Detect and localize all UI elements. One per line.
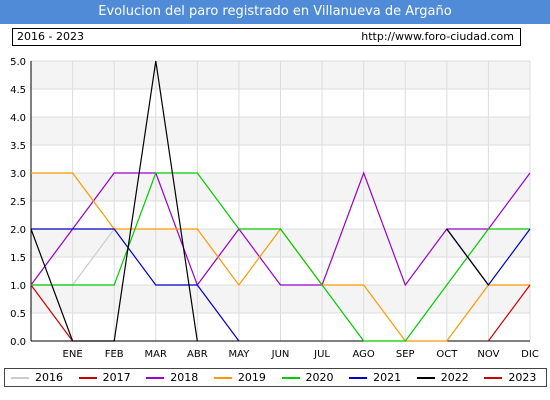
legend-label: 2016 <box>35 371 63 384</box>
legend-label: 2022 <box>440 371 469 384</box>
legend-swatch <box>11 377 29 379</box>
series-line-2022 <box>30 60 489 342</box>
x-tick-label: ABR <box>187 349 208 360</box>
x-tick-label: OCT <box>436 349 458 360</box>
legend-swatch <box>416 377 435 379</box>
legend-swatch <box>349 377 368 379</box>
legend-swatch <box>213 377 232 379</box>
series-line-2020 <box>31 172 530 342</box>
series-line-2023 <box>487 284 531 342</box>
legend-label: 2018 <box>170 371 199 384</box>
y-tick-label: 1.5 <box>10 253 26 264</box>
legend-item-2017: 2017 <box>73 369 141 386</box>
legend-item-2019: 2019 <box>208 369 276 386</box>
y-tick-label: 3.0 <box>10 169 26 180</box>
series-line-2017 <box>30 284 74 342</box>
legend-item-2020: 2020 <box>276 369 344 386</box>
x-tick-label: MAY <box>229 349 251 360</box>
y-tick-label: 4.5 <box>10 85 26 96</box>
x-tick-label: SEP <box>396 349 415 360</box>
legend-label: 2020 <box>305 371 334 384</box>
y-tick-label: 5.0 <box>10 57 26 68</box>
legend-label: 2017 <box>102 371 131 384</box>
legend-item-2018: 2018 <box>140 369 208 386</box>
legend-item-2023: 2023 <box>478 369 546 386</box>
legend-label: 2019 <box>237 371 266 384</box>
legend-swatch <box>146 377 165 379</box>
legend-swatch <box>78 377 97 379</box>
x-tick-label: JUN <box>271 349 290 360</box>
legend: 2016 2017 2018 2019 2020 2021 2022 2023 <box>4 368 547 387</box>
legend-item-2021: 2021 <box>343 369 411 386</box>
x-tick-label: ENE <box>63 349 83 360</box>
y-tick-label: 0.0 <box>10 337 26 348</box>
y-tick-label: 1.0 <box>10 281 26 292</box>
y-tick-label: 2.5 <box>10 197 26 208</box>
legend-item-2016: 2016 <box>5 369 73 386</box>
y-tick-label: 4.0 <box>10 113 26 124</box>
info-box: 2016 - 2023 http://www.foro-ciudad.com <box>12 28 521 46</box>
source-url: http://www.foro-ciudad.com <box>361 30 514 43</box>
legend-swatch <box>281 377 300 379</box>
x-tick-label: AGO <box>353 349 375 360</box>
legend-label: 2021 <box>373 371 402 384</box>
y-tick-label: 2.0 <box>10 225 26 236</box>
legend-label: 2023 <box>508 371 537 384</box>
x-tick-label: FEB <box>105 349 124 360</box>
x-tick-label: DIC <box>521 349 539 360</box>
y-tick-label: 0.5 <box>10 309 26 320</box>
x-tick-label: MAR <box>145 349 167 360</box>
x-tick-label: NOV <box>477 349 499 360</box>
legend-item-2022: 2022 <box>411 369 479 386</box>
y-tick-label: 3.5 <box>10 141 26 152</box>
x-tick-label: JUL <box>313 349 330 360</box>
year-range: 2016 - 2023 <box>17 30 84 43</box>
legend-swatch <box>484 377 503 379</box>
chart-title: Evolucion del paro registrado en Villanu… <box>0 0 550 24</box>
